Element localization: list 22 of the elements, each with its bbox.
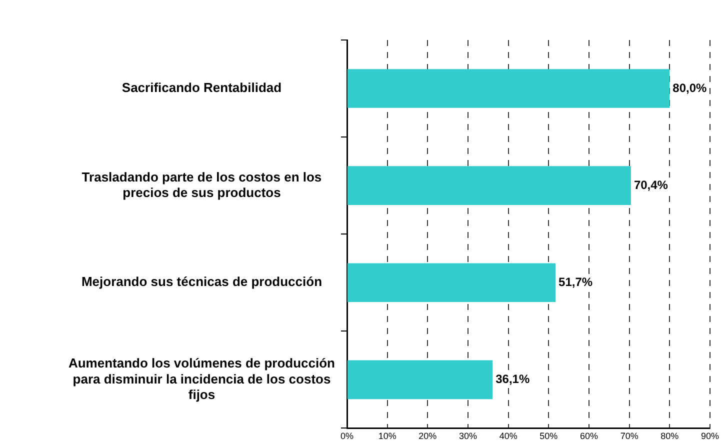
x-tick-label: 20% — [418, 431, 437, 442]
data-label: 36,1% — [496, 372, 530, 386]
y-tick-label: Sacrificando Rentabilidad — [122, 80, 282, 96]
x-tick-label: 30% — [458, 431, 478, 442]
data-label: 80,0% — [672, 80, 708, 95]
y-tick-label: Mejorando sus técnicas de producción — [81, 274, 322, 290]
bar — [347, 360, 493, 400]
y-tick-label: Aumentando los volúmenes de producción para disminuir la incidencia de los costos fijos — [68, 356, 336, 402]
x-tick-label: 50% — [540, 431, 558, 442]
x-tick-label: 40% — [499, 431, 518, 442]
data-label: 70,4% — [634, 178, 668, 192]
bar — [347, 69, 670, 108]
x-tick-label: 10% — [378, 431, 396, 442]
x-tick-label: 0% — [340, 431, 354, 442]
data-label: 51,7% — [558, 274, 593, 289]
bar — [347, 166, 631, 205]
bar — [347, 263, 556, 302]
y-tick-label: Trasladando parte de los costos en los precios de sus productos — [82, 169, 322, 200]
x-tick-label: 60% — [580, 431, 598, 442]
x-tick-label: 90% — [700, 431, 719, 442]
x-tick-label: 80% — [660, 431, 679, 442]
x-tick-label: 70% — [620, 431, 638, 442]
